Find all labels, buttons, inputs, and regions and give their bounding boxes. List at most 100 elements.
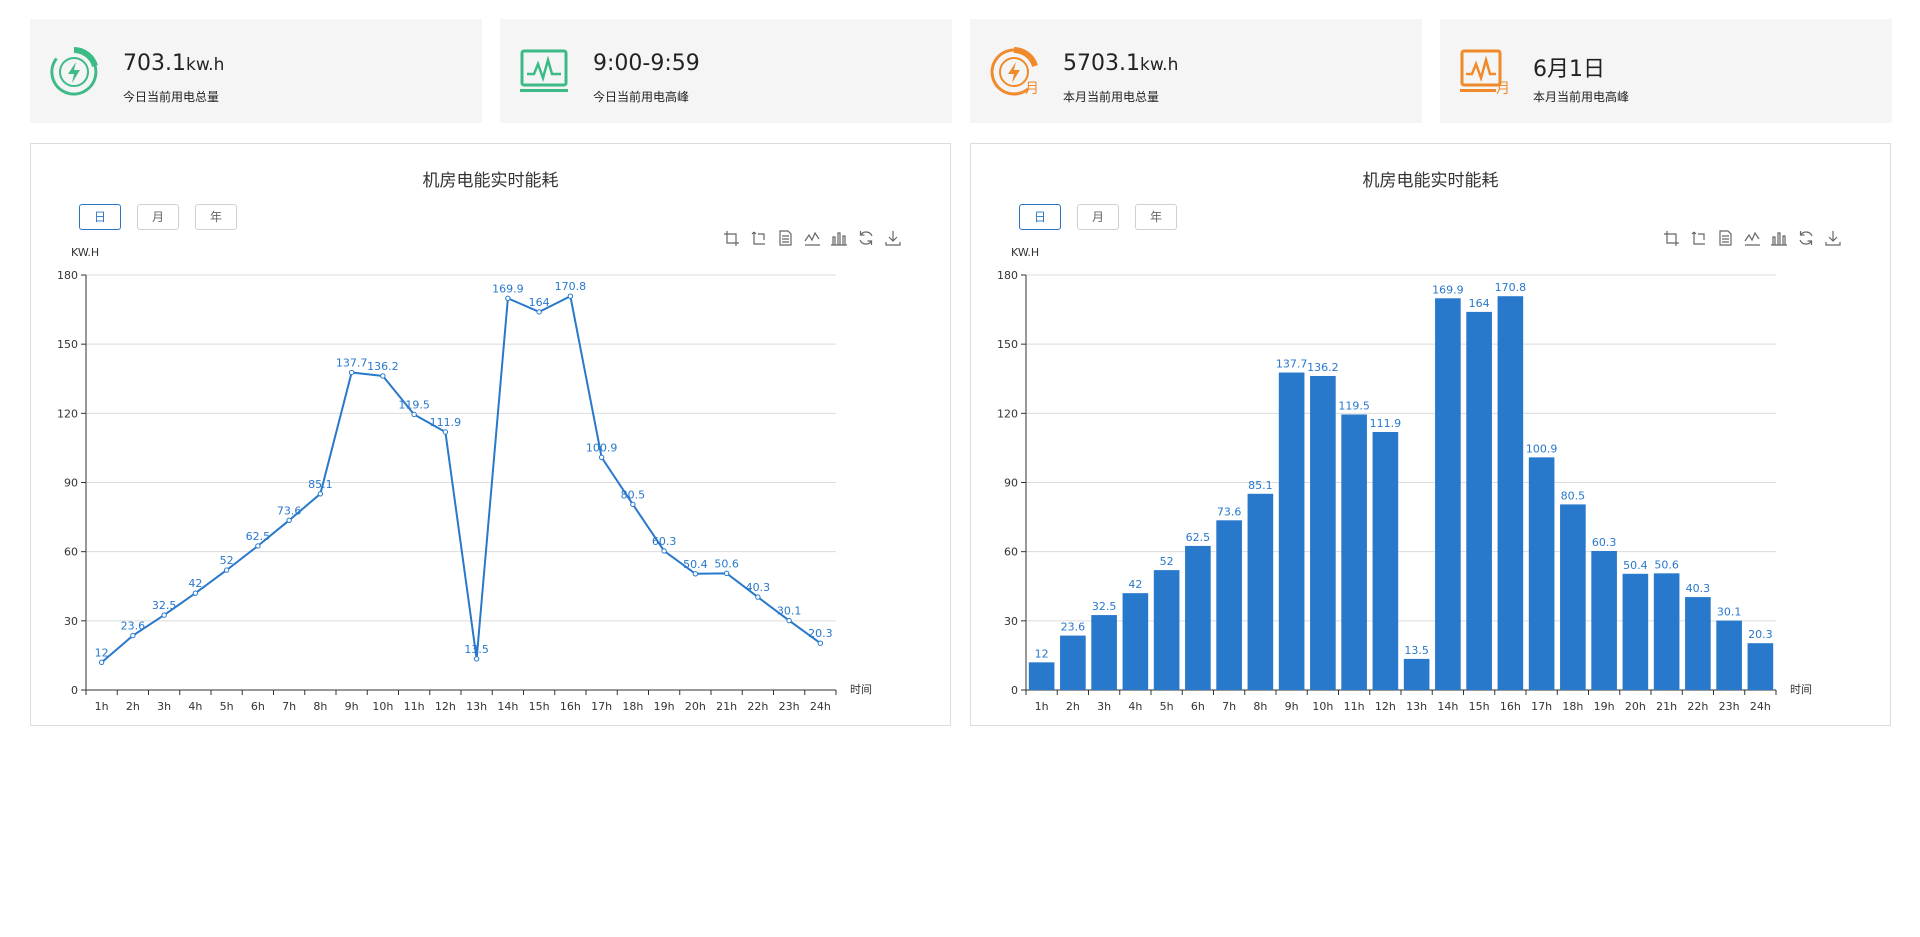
- chart-toolbox: [722, 229, 902, 249]
- bar[interactable]: [1310, 375, 1336, 690]
- y-tick-label: 60: [1004, 546, 1018, 559]
- restore-icon[interactable]: [857, 229, 875, 247]
- data-label: 170.8: [1495, 281, 1527, 294]
- data-point[interactable]: [130, 632, 136, 639]
- data-label: 119.5: [1338, 399, 1370, 412]
- data-label: 85.1: [308, 478, 333, 491]
- bar-switch-icon[interactable]: [830, 229, 848, 247]
- bar[interactable]: [1185, 545, 1211, 690]
- data-point[interactable]: [348, 369, 355, 376]
- y-axis-label: KW.H: [1011, 246, 1039, 259]
- bar[interactable]: [1216, 520, 1242, 690]
- bar[interactable]: [1622, 573, 1649, 690]
- bar[interactable]: [1060, 635, 1086, 690]
- x-tick-label: 8h: [1253, 700, 1267, 713]
- bar[interactable]: [1153, 570, 1180, 690]
- x-tick-label: 10h: [1312, 700, 1333, 713]
- data-point[interactable]: [630, 501, 636, 508]
- restore-icon[interactable]: [1797, 229, 1815, 247]
- data-label: 23.6: [121, 620, 146, 633]
- bar[interactable]: [1247, 493, 1274, 690]
- data-point[interactable]: [98, 659, 105, 666]
- bar[interactable]: [1747, 643, 1774, 690]
- tab-month[interactable]: 月: [137, 204, 179, 230]
- bar[interactable]: [1560, 504, 1586, 690]
- bar[interactable]: [1278, 372, 1305, 690]
- bar-switch-icon[interactable]: [1770, 229, 1788, 247]
- data-point[interactable]: [442, 429, 449, 435]
- bar[interactable]: [1435, 298, 1461, 690]
- zoom-reset-icon[interactable]: [1689, 229, 1707, 247]
- bar[interactable]: [1528, 457, 1555, 690]
- data-point[interactable]: [380, 373, 386, 379]
- x-tick-label: 2h: [1066, 700, 1080, 713]
- zoom-icon[interactable]: [1662, 229, 1680, 247]
- bar[interactable]: [1716, 620, 1742, 690]
- bar[interactable]: [1497, 296, 1524, 690]
- bar[interactable]: [1403, 658, 1430, 690]
- zoom-reset-icon[interactable]: [749, 229, 767, 247]
- data-label: 62.5: [1186, 531, 1211, 544]
- bar[interactable]: [1091, 615, 1117, 690]
- bar[interactable]: [1466, 311, 1492, 690]
- data-label: 12: [95, 646, 109, 659]
- data-point[interactable]: [192, 590, 199, 596]
- data-point[interactable]: [317, 491, 324, 497]
- tab-day[interactable]: 日: [79, 204, 121, 230]
- x-tick-label: 2h: [126, 700, 140, 713]
- data-point[interactable]: [817, 640, 824, 646]
- bar[interactable]: [1341, 414, 1367, 690]
- line-switch-icon[interactable]: [803, 229, 821, 247]
- x-tick-label: 6h: [1191, 700, 1205, 713]
- download-icon[interactable]: [1824, 229, 1842, 247]
- stat-label: 本月当前用电高峰: [1533, 90, 1630, 104]
- data-view-icon[interactable]: [776, 229, 794, 247]
- tab-year[interactable]: 年: [1135, 204, 1177, 230]
- y-tick-label: 150: [997, 338, 1018, 351]
- data-point[interactable]: [286, 517, 292, 524]
- data-view-icon[interactable]: [1716, 229, 1734, 247]
- x-tick-label: 3h: [157, 700, 171, 713]
- data-point[interactable]: [505, 295, 511, 301]
- stat-label: 今日当前用电总量: [123, 90, 220, 104]
- data-point[interactable]: [692, 571, 699, 577]
- data-point[interactable]: [567, 293, 574, 299]
- line-switch-icon[interactable]: [1743, 229, 1761, 247]
- data-point[interactable]: [661, 548, 667, 554]
- data-point[interactable]: [598, 454, 605, 461]
- data-label: 62.5: [246, 530, 271, 543]
- x-tick-label: 17h: [1531, 700, 1552, 713]
- data-point[interactable]: [786, 617, 792, 624]
- x-tick-label: 15h: [1469, 700, 1490, 713]
- data-point[interactable]: [161, 612, 167, 618]
- data-point[interactable]: [536, 309, 542, 315]
- bar[interactable]: [1372, 432, 1399, 690]
- tab-month[interactable]: 月: [1077, 204, 1119, 230]
- tab-year[interactable]: 年: [195, 204, 237, 230]
- x-tick-label: 24h: [1750, 700, 1771, 713]
- x-tick-label: 4h: [188, 700, 202, 713]
- stat-label: 今日当前用电高峰: [593, 90, 690, 104]
- data-point[interactable]: [255, 543, 261, 549]
- stat-card-month-total: 月 5703.1kw.h 本月当前用电总量: [970, 19, 1422, 123]
- data-point[interactable]: [755, 594, 761, 600]
- bar[interactable]: [1591, 550, 1617, 690]
- data-point[interactable]: [723, 570, 730, 577]
- data-point[interactable]: [411, 411, 417, 418]
- bar[interactable]: [1653, 573, 1680, 690]
- y-tick-label: 60: [64, 546, 78, 559]
- zoom-icon[interactable]: [722, 229, 740, 247]
- data-label: 52: [1160, 555, 1174, 568]
- data-point[interactable]: [223, 567, 230, 573]
- x-tick-label: 18h: [1562, 700, 1583, 713]
- download-icon[interactable]: [884, 229, 902, 247]
- bar[interactable]: [1122, 593, 1149, 690]
- data-point[interactable]: [473, 656, 480, 662]
- x-tick-label: 19h: [1594, 700, 1615, 713]
- y-axis-label: KW.H: [71, 246, 99, 259]
- tab-day[interactable]: 日: [1019, 204, 1061, 230]
- data-label: 40.3: [746, 581, 771, 594]
- bar[interactable]: [1028, 662, 1055, 690]
- today-peak-monitor-icon: [520, 49, 568, 92]
- bar[interactable]: [1685, 597, 1711, 690]
